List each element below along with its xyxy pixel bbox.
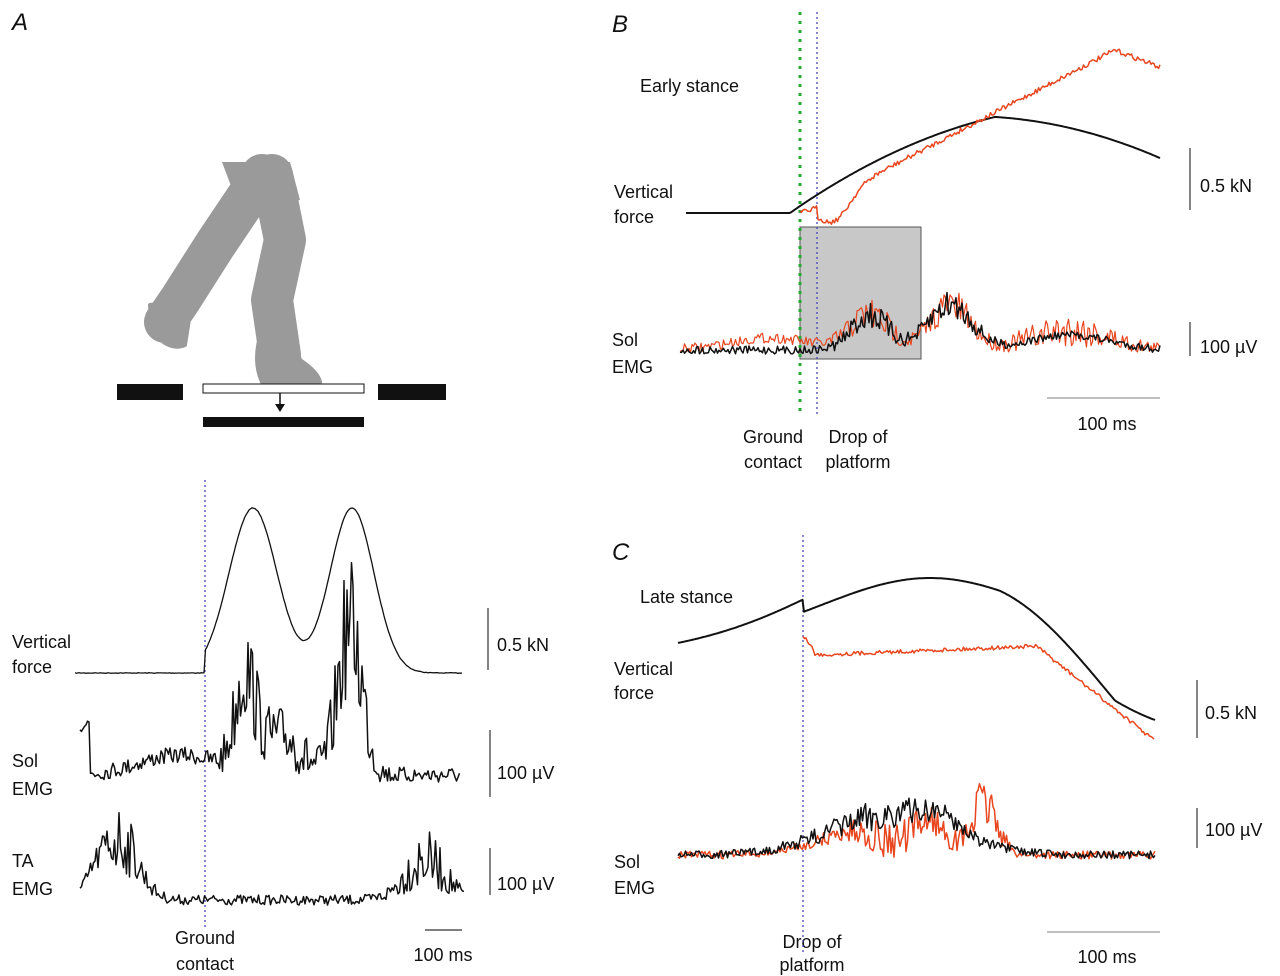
emg-trace [677,783,1156,860]
scale-label: 100 µV [497,763,554,783]
trace-label: force [614,683,654,703]
phase-label: Late stance [640,587,733,607]
phase-label: Early stance [640,76,739,96]
trace-label: Sol [12,751,38,771]
event-label: platform [779,955,844,975]
event-label: contact [176,954,234,974]
scale-label: 0.5 kN [497,635,549,655]
force-trace [799,48,1161,225]
trace-label: EMG [12,779,53,799]
scale-label: 100 ms [1077,414,1136,434]
trace-label: Sol [614,852,640,872]
trace-label: TA [12,851,34,871]
event-label: Ground [743,427,803,447]
trace-label: Sol [612,330,638,350]
emg-trace [79,562,461,783]
trace-label: force [614,207,654,227]
trace-label: EMG [12,879,53,899]
scale-label: 100 µV [1200,337,1257,357]
force-trace [686,115,1161,214]
trace-label: Vertical [614,182,673,202]
force-trace [74,507,463,674]
emg-trace [79,811,465,906]
event-label: platform [825,452,890,472]
force-trace [802,636,1155,740]
emg-trace [679,291,1161,355]
emg-trace [679,292,1161,354]
event-label: Drop of [782,932,842,952]
scale-label: 100 ms [1077,947,1136,967]
event-label: Ground [175,928,235,948]
trace-label: EMG [612,357,653,377]
force-trace [677,577,1156,721]
trace-label: Vertical [12,632,71,652]
event-label: Drop of [828,427,888,447]
trace-label: force [12,657,52,677]
trace-label: EMG [614,878,655,898]
event-label: contact [744,452,802,472]
panel-label: B [612,11,628,38]
platform [117,383,446,427]
scale-label: 100 µV [497,874,554,894]
analysis-window [799,226,922,360]
scale-label: 100 ms [413,945,472,965]
scale-label: 100 µV [1205,820,1262,840]
scale-label: 0.5 kN [1205,703,1257,723]
trace-label: Vertical [614,659,673,679]
emg-trace [677,797,1156,860]
scale-label: 0.5 kN [1200,176,1252,196]
panel-label: A [10,9,28,36]
panel-label: C [612,539,630,566]
walker-illustration [144,154,322,384]
